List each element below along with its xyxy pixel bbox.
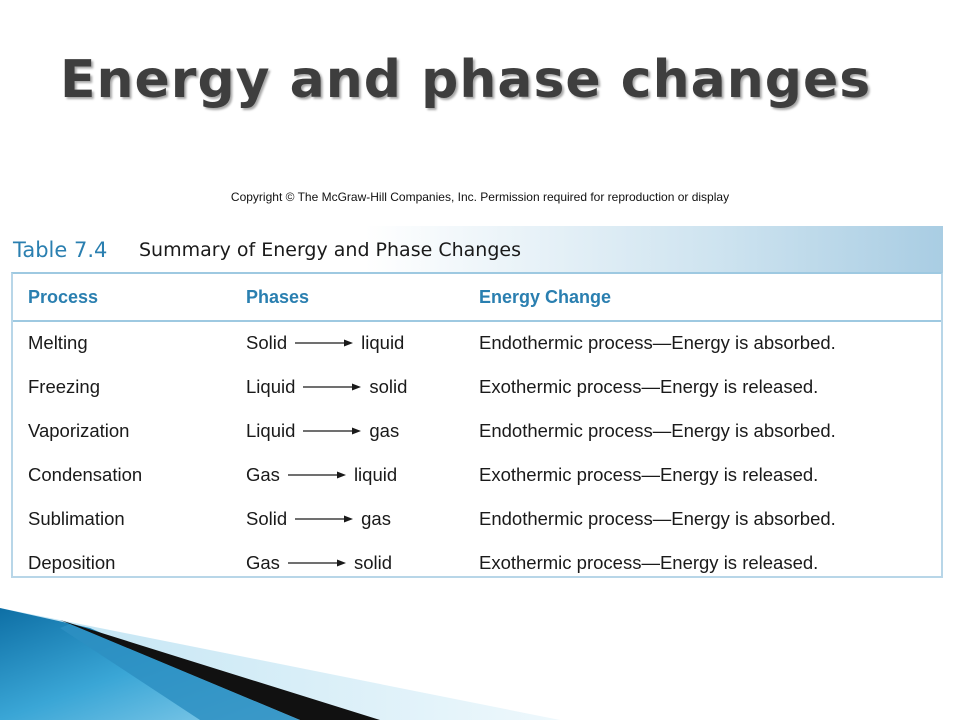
column-header-phases: Phases: [246, 287, 310, 307]
decorative-swoosh: [0, 608, 560, 720]
energy-change-cell: Endothermic process—Energy is absorbed.: [479, 420, 836, 441]
process-cell: Condensation: [28, 464, 143, 485]
table-row: Condensation Gas liquid Exothermic proce…: [13, 454, 941, 498]
table-row: Deposition Gas solid Exothermic process—…: [13, 542, 941, 586]
slide-title: Energy and phase changes: [60, 50, 872, 110]
energy-change-cell: Exothermic process—Energy is released.: [479, 552, 819, 573]
table-body: Process Phases Energy Change Melting Sol…: [11, 272, 943, 578]
table-caption: Summary of Energy and Phase Changes: [139, 239, 521, 261]
process-cell: Melting: [28, 332, 88, 353]
phase-to: gas: [369, 420, 400, 441]
energy-change-cell: Exothermic process—Energy is released.: [479, 464, 819, 485]
process-cell: Sublimation: [28, 508, 125, 529]
table-row: Melting Solid liquid Endothermic process…: [13, 322, 941, 366]
phase-from: Liquid: [246, 376, 296, 397]
table-row: Freezing Liquid solid Exothermic process…: [13, 366, 941, 410]
phase-to: liquid: [361, 332, 405, 353]
phases-cell: Liquid solid: [246, 376, 407, 398]
table-header-band: Table 7.4 Summary of Energy and Phase Ch…: [11, 226, 943, 272]
energy-phase-table: Table 7.4 Summary of Energy and Phase Ch…: [11, 226, 943, 578]
phase-to: liquid: [353, 464, 398, 485]
process-cell: Deposition: [28, 552, 116, 573]
phases-cell: Solid gas: [246, 508, 391, 530]
copyright-notice: Copyright © The McGraw-Hill Companies, I…: [230, 190, 730, 204]
phases-cell: Solid liquid: [246, 332, 404, 354]
right-arrow-icon: [303, 427, 362, 435]
energy-change-cell: Endothermic process—Energy is absorbed.: [479, 332, 836, 353]
right-arrow-icon: [303, 383, 362, 391]
phase-from: Gas: [246, 552, 280, 573]
phase-from: Gas: [246, 464, 280, 485]
phase-from: Solid: [246, 508, 288, 529]
process-cell: Freezing: [28, 376, 100, 397]
phase-from: Solid: [246, 332, 288, 353]
right-arrow-icon: [287, 471, 346, 479]
phases-cell: Gas solid: [246, 552, 392, 574]
right-arrow-icon: [295, 339, 354, 347]
table-number: Table 7.4: [13, 238, 108, 262]
column-header-process: Process: [28, 287, 99, 307]
energy-change-cell: Exothermic process—Energy is released.: [479, 376, 819, 397]
phase-to: gas: [361, 508, 391, 529]
phases-cell: Gas liquid: [246, 464, 397, 486]
table-row: Sublimation Solid gas Endothermic proces…: [13, 498, 941, 542]
energy-change-cell: Endothermic process—Energy is absorbed.: [479, 508, 836, 529]
right-arrow-icon: [287, 559, 346, 567]
right-arrow-icon: [295, 515, 354, 523]
column-header-row: Process Phases Energy Change: [13, 274, 941, 322]
table-row: Vaporization Liquid gas Endothermic proc…: [13, 410, 941, 454]
phase-to: solid: [353, 552, 392, 573]
process-cell: Vaporization: [28, 420, 130, 441]
phase-to: solid: [369, 376, 408, 397]
phases-cell: Liquid gas: [246, 420, 399, 442]
column-header-energy-change: Energy Change: [479, 287, 612, 307]
phase-from: Liquid: [246, 420, 296, 441]
